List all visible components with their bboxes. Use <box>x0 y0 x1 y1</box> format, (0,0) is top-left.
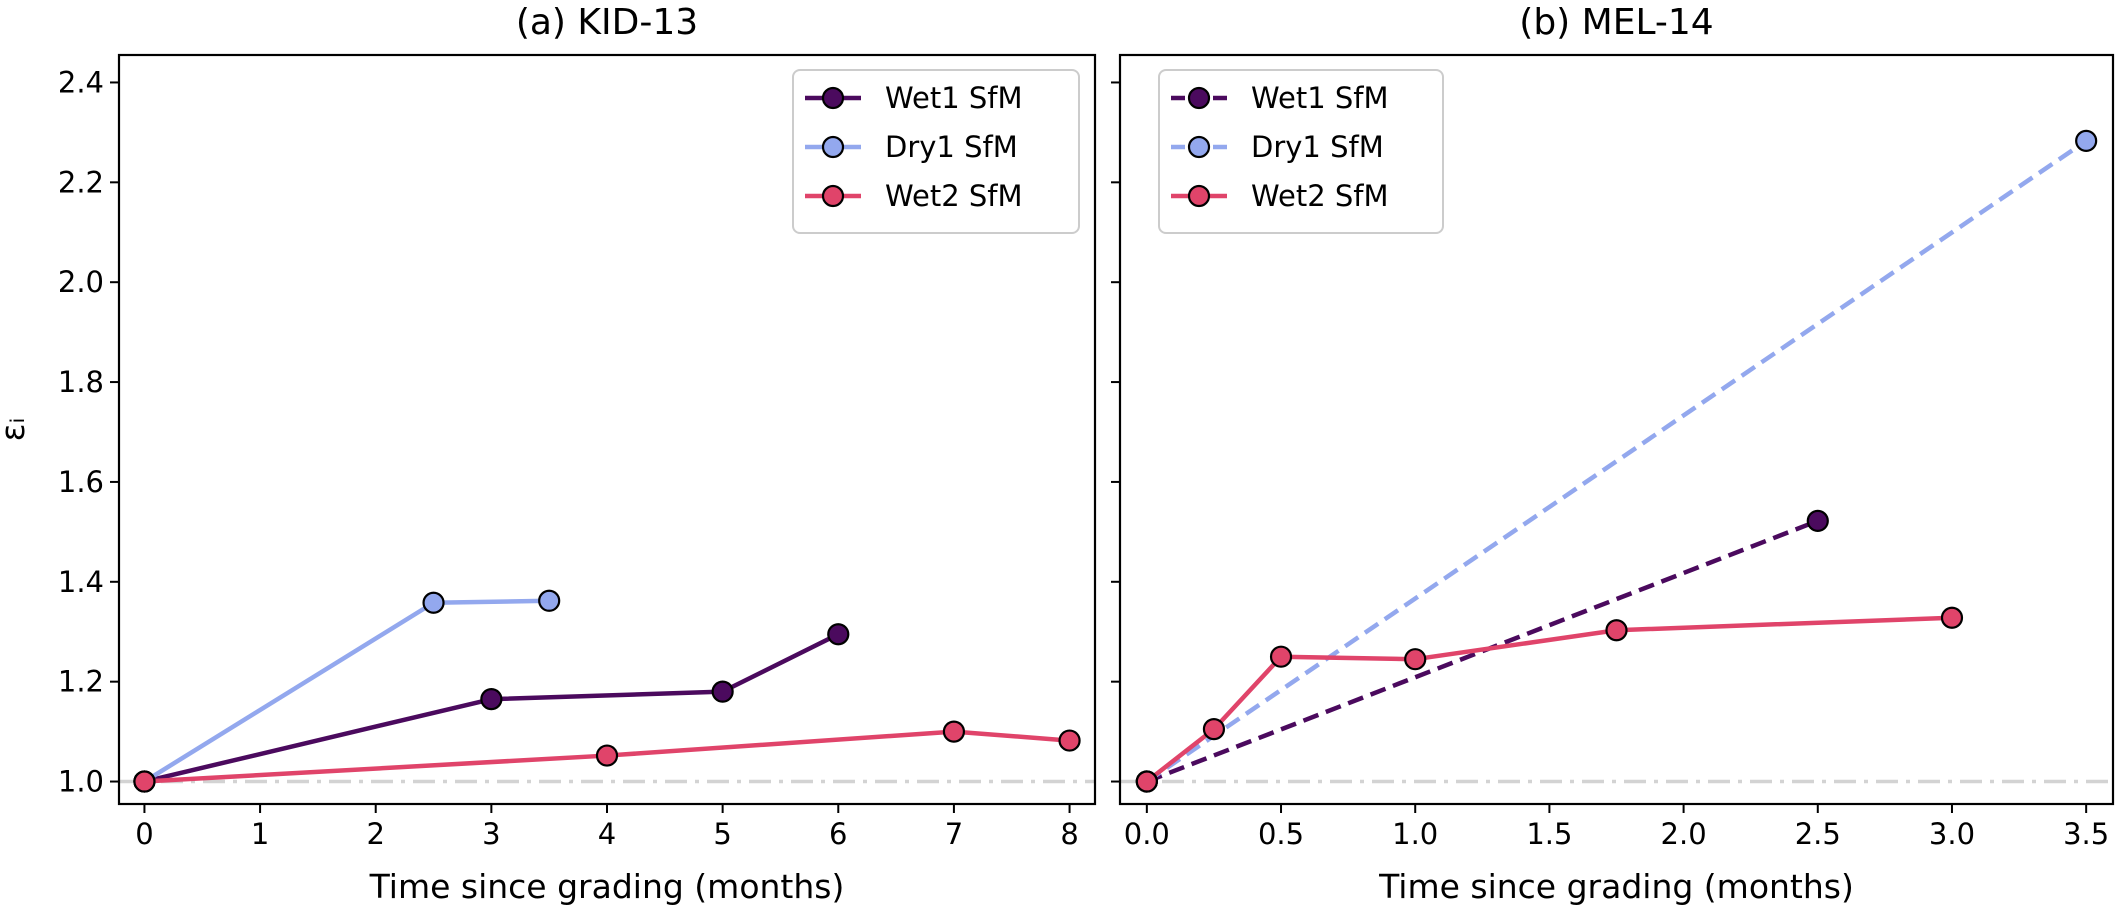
legend: Wet1 SfM Dry1 SfM Wet2 SfM <box>792 69 1080 234</box>
data-point-wet2-sfm <box>1202 717 1226 741</box>
x-tick-label: 1.5 <box>1526 817 1572 851</box>
x-tick-label: 3.5 <box>2063 817 2109 851</box>
x-tick-label: 2.0 <box>1661 817 1707 851</box>
data-point-wet1-sfm <box>711 680 734 703</box>
data-point-dry1-sfm <box>2075 129 2098 152</box>
legend: Wet1 SfM Dry1 SfM Wet2 SfM <box>1158 69 1444 234</box>
data-point-wet2-sfm <box>1058 729 1081 752</box>
x-tick-label: 7 <box>945 817 963 851</box>
y-tick-label: 2.2 <box>58 165 104 199</box>
x-tick-label: 8 <box>1060 817 1078 851</box>
plot-frame <box>1118 53 2115 806</box>
series-line-wet1-sfm <box>143 632 840 784</box>
x-tick-label: 1.0 <box>1392 817 1438 851</box>
x-tick-label: 0.0 <box>1124 817 1170 851</box>
legend-box <box>1158 69 1444 234</box>
legend-label-wet2-sfm: Wet2 SfM <box>1251 179 1389 213</box>
panel-kid-13: 0 1 2 3 4 5 6 7 8 1.0 1.2 1.4 1.6 1.8 2.0 2.2 2.4 (a) KID… <box>0 2 1097 906</box>
y-tick-label: 1.2 <box>58 665 104 699</box>
panel-mel-14: 0.0 0.5 1.0 1.5 2.0 2.5 3.0 3.5 (b) MEL-14 Time s… <box>1111 2 2115 906</box>
data-point-wet2-sfm <box>133 770 156 793</box>
panel-title: (b) MEL-14 <box>1519 2 1713 43</box>
legend-label-wet1-sfm: Wet1 SfM <box>1251 81 1389 115</box>
legend-label-wet1-sfm: Wet1 SfM <box>885 81 1023 115</box>
legend-marker-wet2-sfm <box>1187 184 1211 208</box>
legend-marker-wet1-sfm <box>821 86 845 110</box>
y-tick-label: 1.0 <box>58 765 104 799</box>
data-point-wet2-sfm <box>1135 770 1158 793</box>
x-axis-label: Time since grading (months) <box>1378 867 1854 906</box>
y-tick-label: 2.0 <box>58 265 104 299</box>
data-point-wet1-sfm <box>827 623 850 646</box>
legend-marker-wet2-sfm <box>821 184 845 208</box>
x-tick-label: 2.5 <box>1795 817 1841 851</box>
legend-label-dry1-sfm: Dry1 SfM <box>885 130 1018 164</box>
y-tick-label: 1.6 <box>58 465 104 499</box>
x-tick-label: 3 <box>482 817 500 851</box>
data-point-wet2-sfm <box>1404 648 1427 671</box>
y-tick-label: 2.4 <box>58 65 104 99</box>
x-tick-label: 1 <box>251 817 269 851</box>
data-point-dry1-sfm <box>538 589 561 612</box>
y-axis-label: εᵢ <box>0 418 32 442</box>
legend-label-dry1-sfm: Dry1 SfM <box>1251 130 1384 164</box>
y-tick-label: 1.4 <box>58 565 104 599</box>
legend-marker-dry1-sfm <box>1187 135 1211 159</box>
x-tick-label: 0 <box>135 817 153 851</box>
legend-marker-dry1-sfm <box>821 135 845 159</box>
data-point-wet2-sfm <box>595 744 619 767</box>
series-line-wet2-sfm <box>1145 615 1953 784</box>
x-tick-label: 3.0 <box>1929 817 1975 851</box>
legend-box <box>792 69 1080 234</box>
legend-label-wet2-sfm: Wet2 SfM <box>885 179 1023 213</box>
data-point-wet1-sfm <box>480 688 503 711</box>
x-axis-label: Time since grading (months) <box>369 867 845 906</box>
data-point-wet2-sfm <box>1605 619 1628 642</box>
data-point-wet2-sfm <box>1269 645 1293 668</box>
data-point-wet2-sfm <box>942 720 966 743</box>
x-tick-label: 0.5 <box>1258 817 1304 851</box>
data-point-wet2-sfm <box>1940 606 1964 629</box>
x-tick-label: 6 <box>829 817 847 851</box>
x-tick-label: 5 <box>713 817 731 851</box>
y-tick-label: 1.8 <box>58 365 104 399</box>
series-line-dry1-sfm <box>1145 139 2088 784</box>
data-point-dry1-sfm <box>422 591 445 614</box>
x-tick-label: 4 <box>598 817 616 851</box>
panel-title: (a) KID-13 <box>516 2 698 43</box>
series-line-wet2-sfm <box>144 729 1070 784</box>
legend-marker-wet1-sfm <box>1187 86 1211 110</box>
x-tick-label: 2 <box>366 817 384 851</box>
data-point-wet1-sfm <box>1806 509 1829 532</box>
